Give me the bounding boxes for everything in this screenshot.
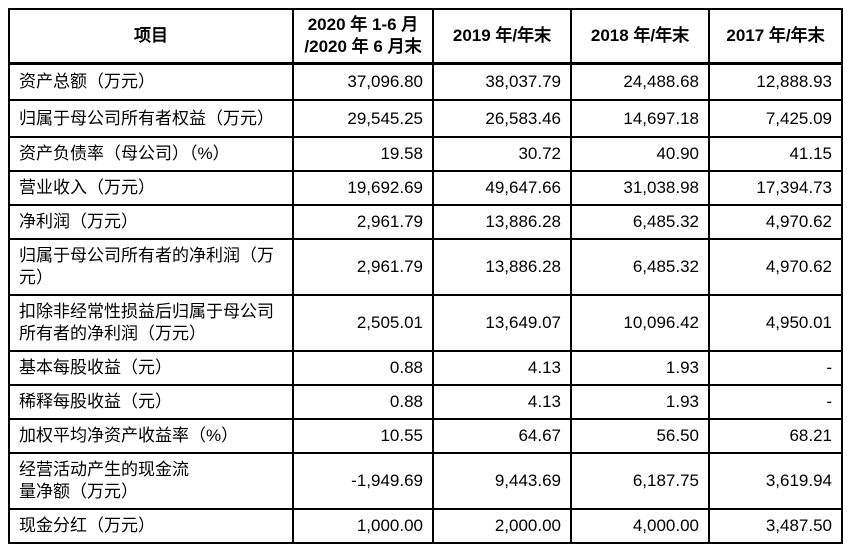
value-cell-2018: 6,187.75 — [570, 452, 710, 510]
value-cell-2017: 4,950.01 — [708, 294, 843, 352]
value-cell-2018: 24,488.68 — [570, 62, 710, 101]
value-cell-2020: 2,505.01 — [292, 294, 434, 352]
value-cell-2018: 1.93 — [570, 384, 710, 420]
value-cell-2019: 13,886.28 — [432, 204, 572, 240]
row-label-cell: 归属于母公司所有者权益（万元） — [8, 99, 294, 138]
value-cell-2019: 4.13 — [432, 384, 572, 420]
value-cell-2018: 10,096.42 — [570, 294, 710, 352]
column-header-item: 项目 — [8, 8, 294, 65]
value-cell-2019: 26,583.46 — [432, 99, 572, 138]
table-row: 经营活动产生的现金流 量净额（万元） -1,949.69 9,443.69 6,… — [8, 452, 843, 510]
value-cell-2020: 1,000.00 — [292, 508, 434, 544]
table-row: 营业收入（万元） 19,692.69 49,647.66 31,038.98 1… — [8, 170, 843, 206]
row-label-cell: 经营活动产生的现金流 量净额（万元） — [8, 452, 294, 510]
row-label-cell: 净利润（万元） — [8, 204, 294, 240]
row-label-cell: 稀释每股收益（元） — [8, 384, 294, 420]
column-header-2018: 2018 年/年末 — [570, 8, 710, 65]
value-cell-2017: 3,619.94 — [708, 452, 843, 510]
row-label-cell: 营业收入（万元） — [8, 170, 294, 206]
row-label-cell: 归属于母公司所有者的净利润（万 元） — [8, 238, 294, 296]
value-cell-2020: 2,961.79 — [292, 204, 434, 240]
value-cell-2018: 56.50 — [570, 418, 710, 454]
value-cell-2020: 2,961.79 — [292, 238, 434, 296]
table-row: 现金分红（万元） 1,000.00 2,000.00 4,000.00 3,48… — [8, 508, 843, 544]
value-cell-2019: 13,649.07 — [432, 294, 572, 352]
column-header-2019: 2019 年/年末 — [432, 8, 572, 65]
table-row: 基本每股收益（元） 0.88 4.13 1.93 - — [8, 350, 843, 386]
table-row: 扣除非经常性损益后归属于母公司 所有者的净利润（万元） 2,505.01 13,… — [8, 294, 843, 352]
table-row: 资产负债率（母公司）（%） 19.58 30.72 40.90 41.15 — [8, 136, 843, 172]
value-cell-2017: 12,888.93 — [708, 62, 843, 101]
value-cell-2019: 13,886.28 — [432, 238, 572, 296]
value-cell-2018: 6,485.32 — [570, 204, 710, 240]
value-cell-2019: 38,037.79 — [432, 62, 572, 101]
row-label-cell: 加权平均净资产收益率（%） — [8, 418, 294, 454]
value-cell-2017: - — [708, 384, 843, 420]
value-cell-2018: 31,038.98 — [570, 170, 710, 206]
table-row: 归属于母公司所有者的净利润（万 元） 2,961.79 13,886.28 6,… — [8, 238, 843, 296]
value-cell-2019: 4.13 — [432, 350, 572, 386]
table-body: 资产总额（万元） 37,096.80 38,037.79 24,488.68 1… — [8, 62, 843, 544]
value-cell-2019: 49,647.66 — [432, 170, 572, 206]
table-header: 项目 2020 年 1-6 月 /2020 年 6 月末 2019 年/年末 2… — [8, 8, 843, 65]
value-cell-2020: 29,545.25 — [292, 99, 434, 138]
value-cell-2020: 19.58 — [292, 136, 434, 172]
value-cell-2018: 14,697.18 — [570, 99, 710, 138]
header-row: 项目 2020 年 1-6 月 /2020 年 6 月末 2019 年/年末 2… — [8, 8, 843, 65]
table-row: 归属于母公司所有者权益（万元） 29,545.25 26,583.46 14,6… — [8, 99, 843, 138]
value-cell-2017: - — [708, 350, 843, 386]
table-row: 加权平均净资产收益率（%） 10.55 64.67 56.50 68.21 — [8, 418, 843, 454]
value-cell-2017: 7,425.09 — [708, 99, 843, 138]
value-cell-2020: -1,949.69 — [292, 452, 434, 510]
table-row: 资产总额（万元） 37,096.80 38,037.79 24,488.68 1… — [8, 62, 843, 101]
value-cell-2017: 17,394.73 — [708, 170, 843, 206]
value-cell-2020: 0.88 — [292, 350, 434, 386]
column-header-2020: 2020 年 1-6 月 /2020 年 6 月末 — [292, 8, 434, 65]
row-label-cell: 扣除非经常性损益后归属于母公司 所有者的净利润（万元） — [8, 294, 294, 352]
value-cell-2017: 4,970.62 — [708, 238, 843, 296]
value-cell-2018: 1.93 — [570, 350, 710, 386]
table-row: 稀释每股收益（元） 0.88 4.13 1.93 - — [8, 384, 843, 420]
row-label-cell: 基本每股收益（元） — [8, 350, 294, 386]
value-cell-2018: 6,485.32 — [570, 238, 710, 296]
value-cell-2020: 10.55 — [292, 418, 434, 454]
column-header-2017: 2017 年/年末 — [708, 8, 843, 65]
value-cell-2020: 19,692.69 — [292, 170, 434, 206]
value-cell-2018: 4,000.00 — [570, 508, 710, 544]
row-label-cell: 现金分红（万元） — [8, 508, 294, 544]
value-cell-2017: 3,487.50 — [708, 508, 843, 544]
value-cell-2019: 30.72 — [432, 136, 572, 172]
value-cell-2019: 9,443.69 — [432, 452, 572, 510]
row-label-cell: 资产总额（万元） — [8, 62, 294, 101]
value-cell-2017: 4,970.62 — [708, 204, 843, 240]
value-cell-2020: 37,096.80 — [292, 62, 434, 101]
row-label-cell: 资产负债率（母公司）（%） — [8, 136, 294, 172]
financial-summary-table: 项目 2020 年 1-6 月 /2020 年 6 月末 2019 年/年末 2… — [8, 8, 843, 544]
value-cell-2017: 41.15 — [708, 136, 843, 172]
table-row: 净利润（万元） 2,961.79 13,886.28 6,485.32 4,97… — [8, 204, 843, 240]
value-cell-2020: 0.88 — [292, 384, 434, 420]
value-cell-2019: 2,000.00 — [432, 508, 572, 544]
value-cell-2017: 68.21 — [708, 418, 843, 454]
value-cell-2018: 40.90 — [570, 136, 710, 172]
value-cell-2019: 64.67 — [432, 418, 572, 454]
